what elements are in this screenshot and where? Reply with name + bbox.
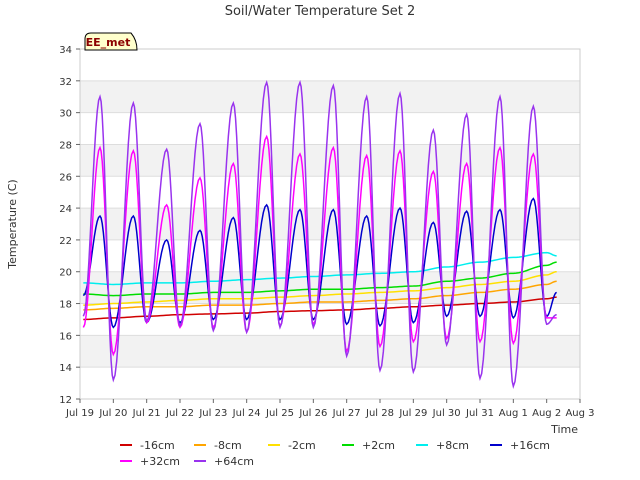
series-line-2cmcm [83,270,557,306]
x-tick-label: Jul 21 [132,408,161,419]
legend-label: -16cm [140,439,175,452]
x-tick-label: Aug 3 [565,408,594,419]
badge-label: EE_met [86,36,131,49]
grid-band [80,335,580,368]
series-line-16cmcm [82,197,557,329]
x-tick-label: Jul 23 [198,408,227,419]
series-line-8cmcm [83,251,557,286]
series-line-16cmcm [83,296,557,321]
station-badge: EE_met [84,32,138,51]
legend-label: +32cm [140,455,180,468]
x-tick-label: Jul 27 [332,408,361,419]
x-tick-label: Jul 31 [465,408,494,419]
y-tick-label: 16 [59,331,72,342]
x-tick-label: Jul 20 [98,408,127,419]
plot-border [79,48,581,400]
legend-label: +64cm [214,455,254,468]
y-axis-label: Temperature (C) [6,179,19,269]
series-line-2cmcm [83,261,557,297]
y-tick-label: 18 [59,300,72,311]
y-tick-label: 26 [59,172,72,183]
x-tick-label: Jul 19 [65,408,94,419]
y-tick-label: 20 [59,268,72,279]
y-tick-label: 32 [59,77,72,88]
x-tick-label: Jul 22 [165,408,194,419]
legend-label: +16cm [510,439,550,452]
x-tick-label: Jul 28 [365,408,394,419]
series-lines [82,80,557,389]
y-tick-label: 34 [59,45,72,56]
y-axis-ticks: 12 14 16 18 20 22 24 26 28 30 32 34 [59,45,80,406]
x-tick-label: Jul 30 [432,408,461,419]
x-axis-ticks: Jul 19 Jul 20 Jul 21 Jul 22 Jul 23 Jul 24 Jul … [65,399,595,419]
y-tick-label: 22 [59,236,72,247]
x-tick-label: Aug 1 [499,408,528,419]
chart-title: Soil/Water Temperature Set 2 [225,4,416,19]
x-axis-label: Time [550,423,578,436]
x-tick-label: Jul 24 [232,408,261,419]
y-tick-label: 14 [59,363,72,374]
series-line-64cmcm [82,80,557,389]
x-tick-label: Jul 29 [398,408,427,419]
series-line-8cmcm [83,280,557,311]
legend-label: -2cm [288,439,316,452]
legend: -16cm -8cm -2cm +2cm +8cm +16cm +32cm +64cm [120,439,550,468]
y-tick-label: 30 [59,109,72,120]
y-tick-label: 24 [59,204,72,215]
legend-label: -8cm [214,439,242,452]
x-tick-label: Jul 26 [298,408,327,419]
grid-band [80,271,580,304]
x-tick-label: Jul 25 [265,408,294,419]
series-line-32cmcm [82,134,557,357]
x-tick-label: Aug 2 [532,408,561,419]
legend-label: +2cm [362,439,395,452]
legend-label: +8cm [436,439,469,452]
y-tick-label: 12 [59,395,72,406]
y-tick-label: 28 [59,140,72,151]
badge-shape [84,32,138,51]
